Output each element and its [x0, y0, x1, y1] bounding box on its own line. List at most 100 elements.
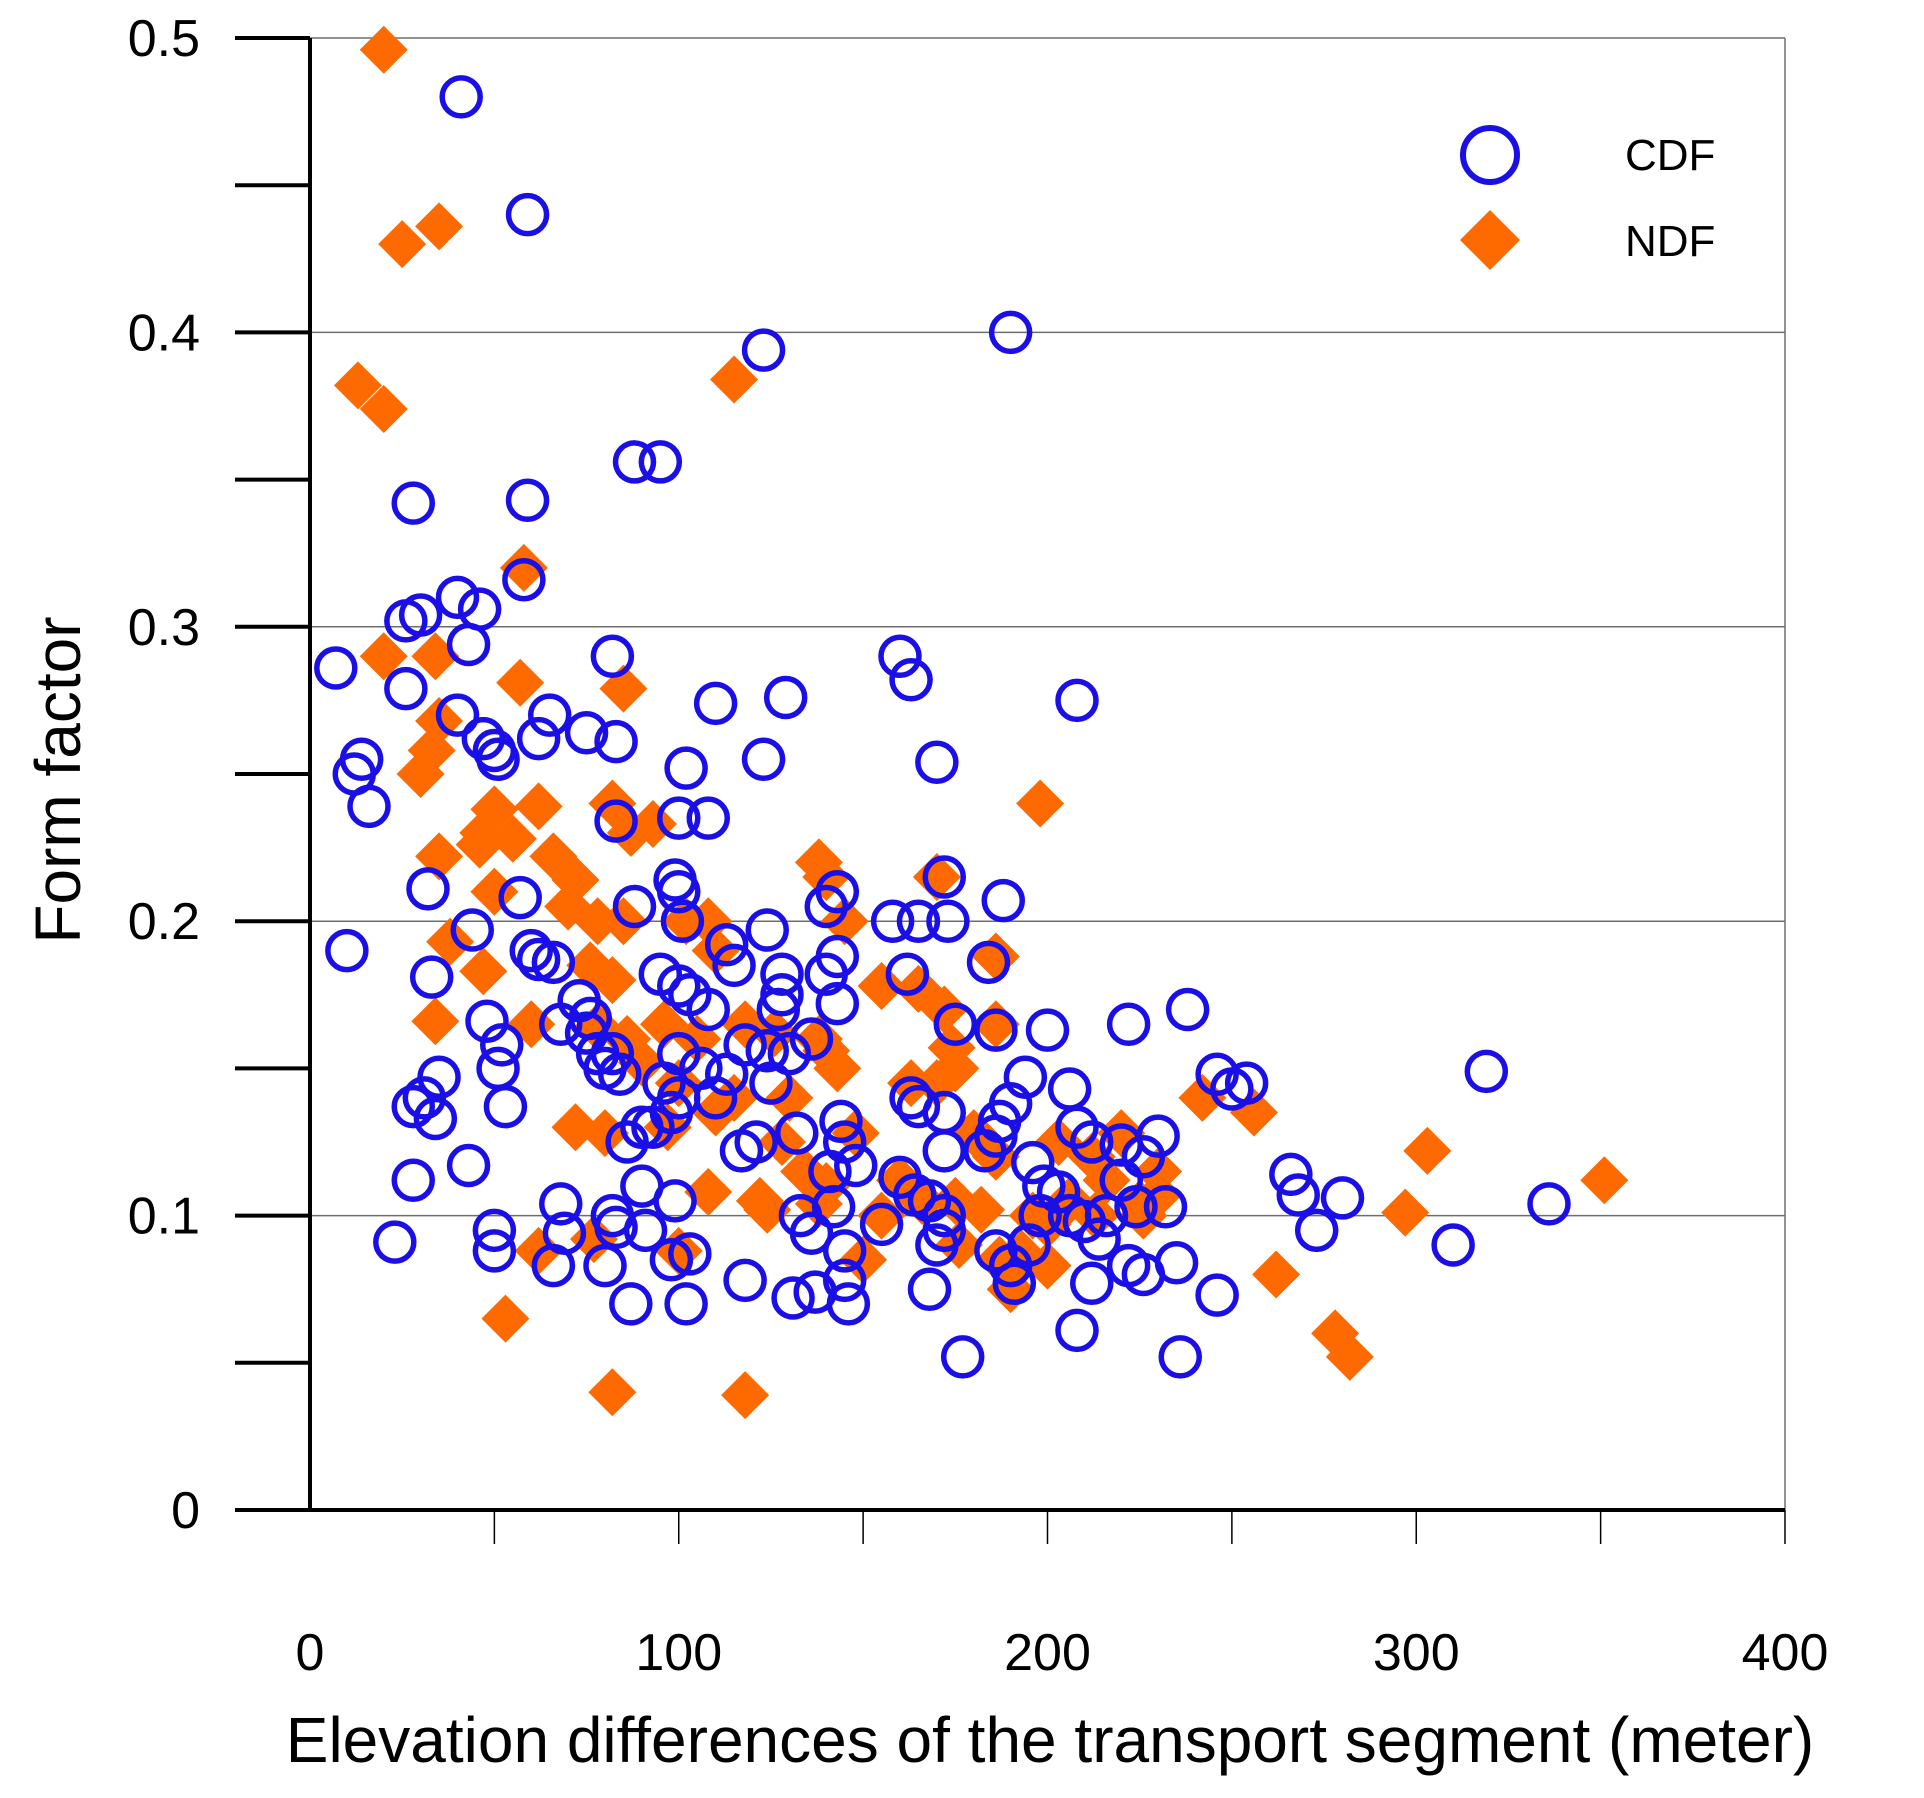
cdf-point	[763, 675, 808, 720]
ndf-point	[588, 1368, 637, 1417]
cdf-point	[789, 1211, 834, 1256]
cdf-point	[384, 666, 428, 711]
x-tick-label: 300	[1373, 1624, 1460, 1682]
cdf-point	[1269, 1152, 1313, 1197]
ndf-point	[499, 543, 548, 592]
cdf-point	[391, 481, 435, 525]
cdf-point	[907, 1267, 952, 1311]
ndf-point	[765, 1073, 814, 1122]
cdf-point	[992, 1261, 1037, 1306]
cdf-point	[870, 899, 915, 943]
x-tick-label: 400	[1742, 1624, 1829, 1682]
cdf-point	[623, 1208, 668, 1253]
y-tick-label: 0.4	[128, 304, 200, 362]
cdf-point	[1047, 1067, 1092, 1111]
cdf-point	[314, 646, 358, 690]
cdf-point	[612, 884, 657, 929]
cdf-point	[476, 737, 520, 782]
cdf-point	[745, 908, 789, 952]
cdf-point	[505, 478, 550, 522]
cdf-point	[988, 310, 1033, 355]
cdf-point	[1003, 1055, 1048, 1099]
cdf-point	[531, 1243, 576, 1288]
ndf-point	[459, 947, 508, 996]
cdf-point	[539, 1182, 583, 1226]
ndf-point	[411, 997, 460, 1046]
cdf-point	[391, 1158, 435, 1203]
cdf-point	[502, 557, 546, 602]
cdf-point	[472, 1208, 517, 1253]
cdf-point	[664, 1282, 708, 1326]
cdf-point	[450, 908, 494, 952]
cdf-point	[1165, 987, 1210, 1032]
cdf-point	[741, 328, 786, 372]
cdf-point	[1106, 1002, 1151, 1046]
cdf-point	[915, 740, 959, 784]
cdf-point	[1055, 1308, 1099, 1353]
y-tick-label: 0.5	[128, 10, 200, 68]
cdf-point	[509, 928, 553, 973]
cdf-point	[741, 737, 786, 782]
cdf-point	[775, 1111, 819, 1155]
cdf-point	[1084, 1193, 1129, 1238]
cdf-point	[922, 1129, 966, 1173]
cdf-point	[885, 952, 930, 996]
cdf-point	[413, 1096, 458, 1141]
cdf-point	[1011, 1140, 1055, 1185]
cdf-point	[653, 1179, 697, 1223]
cdf-point	[347, 784, 391, 829]
cdf-point	[398, 593, 443, 637]
ndf-point	[588, 956, 637, 1005]
ndf-point	[470, 867, 519, 916]
y-tick-label: 0.3	[128, 599, 200, 657]
cdf-point	[516, 716, 561, 761]
cdf-point	[974, 1229, 1018, 1273]
ndf-point	[813, 1044, 862, 1093]
cdf-point	[819, 1099, 863, 1144]
cdf-point	[457, 587, 502, 631]
cdf-point	[1070, 1120, 1114, 1164]
cdf-point	[1195, 1273, 1239, 1317]
cdf-point	[822, 1229, 867, 1273]
ndf-point	[359, 384, 408, 433]
cdf-point	[483, 1084, 528, 1129]
cdf-point	[915, 1223, 959, 1267]
ndf-point	[743, 1185, 792, 1234]
ndf-point	[857, 961, 906, 1010]
gridlines	[310, 331, 1785, 1217]
cdf-point	[642, 1061, 686, 1105]
cdf-point	[693, 1076, 738, 1120]
cdf-point	[834, 1143, 878, 1188]
cdf-point	[889, 658, 933, 702]
cdf-point	[409, 955, 454, 999]
cdf-point	[439, 75, 483, 119]
cdf-point	[583, 1243, 627, 1288]
cdf-point	[657, 796, 701, 840]
cdf-point	[966, 940, 1011, 985]
legend-ndf-marker	[1460, 210, 1520, 270]
cdf-point	[605, 1120, 649, 1164]
cdf-point	[373, 1220, 417, 1264]
cdf-point	[1143, 1185, 1188, 1229]
ndf-point	[573, 897, 622, 946]
x-tick-label: 200	[1004, 1624, 1091, 1682]
ndf-point	[333, 361, 382, 410]
cdf-point	[1276, 1173, 1320, 1217]
cdf-point	[686, 796, 730, 840]
ndf-point	[912, 853, 961, 902]
cdf-point	[859, 1202, 904, 1247]
cdf-point	[756, 987, 801, 1032]
ndf-point	[1082, 1156, 1131, 1205]
ndf-point	[971, 932, 1020, 981]
cdf-point	[594, 719, 638, 764]
ndf-point	[496, 658, 545, 707]
cdf-point	[889, 1076, 933, 1120]
cdf-point	[719, 1129, 764, 1173]
axis-ticks: 0 0.1 0.2 0.3 0.4 0.5 0 100 200 300 400	[128, 10, 1829, 1682]
cdf-point	[815, 981, 860, 1026]
cdf-point	[649, 1238, 694, 1282]
cdf-point	[1195, 1052, 1239, 1097]
cdf-point	[789, 1017, 834, 1061]
ndf-point	[415, 202, 464, 251]
cdf-point	[609, 1282, 653, 1326]
